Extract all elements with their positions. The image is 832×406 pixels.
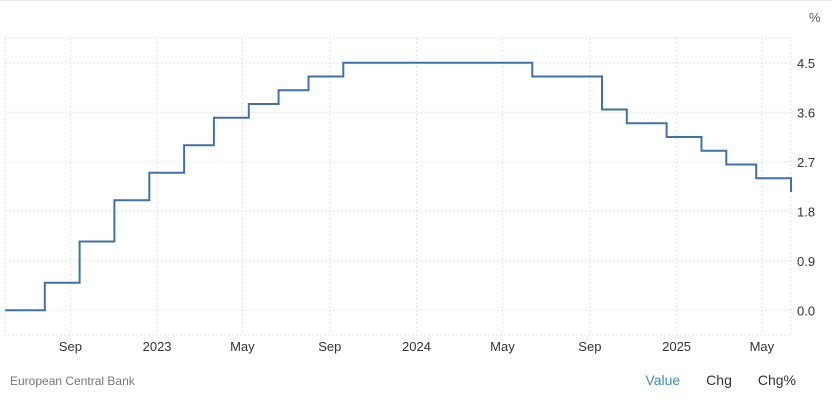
y-tick-label: 3.6	[797, 105, 815, 120]
x-tick-label: Sep	[59, 339, 82, 354]
x-axis-labels: Sep 2023 May Sep 2024 May Sep 2025 May	[59, 339, 775, 354]
policy-rate-chart: Sep 2023 May Sep 2024 May Sep 2025 May 0.0 0.9 1.8…	[4, 10, 821, 354]
y-tick-label: 0.9	[797, 254, 815, 269]
unit-label: %	[809, 10, 821, 25]
series-line[interactable]	[5, 61, 792, 312]
x-tick-label: 2024	[402, 339, 431, 354]
y-tick-label: 1.8	[797, 204, 815, 219]
x-tick-label: 2023	[143, 339, 172, 354]
tab-chg[interactable]: Chg	[706, 372, 732, 388]
gridlines	[5, 38, 791, 335]
y-tick-label: 2.7	[797, 155, 815, 170]
x-tick-label: Sep	[318, 339, 341, 354]
source-label[interactable]: European Central Bank	[10, 374, 135, 388]
x-tick-label: Sep	[578, 339, 601, 354]
view-tabs: Value Chg Chg%	[645, 372, 796, 388]
y-tick-label: 4.5	[797, 56, 815, 71]
x-tick-label: May	[490, 339, 515, 354]
x-tick-label: May	[230, 339, 255, 354]
y-tick-label: 0.0	[797, 303, 815, 318]
tab-chg-percent[interactable]: Chg%	[757, 372, 796, 388]
plot-border	[4, 37, 792, 336]
tab-value[interactable]: Value	[645, 372, 681, 388]
x-tick-label: May	[750, 339, 775, 354]
x-tick-label: 2025	[662, 339, 691, 354]
y-axis-labels: 0.0 0.9 1.8 2.7 3.6 4.5	[797, 56, 815, 319]
top-divider	[0, 0, 832, 1]
